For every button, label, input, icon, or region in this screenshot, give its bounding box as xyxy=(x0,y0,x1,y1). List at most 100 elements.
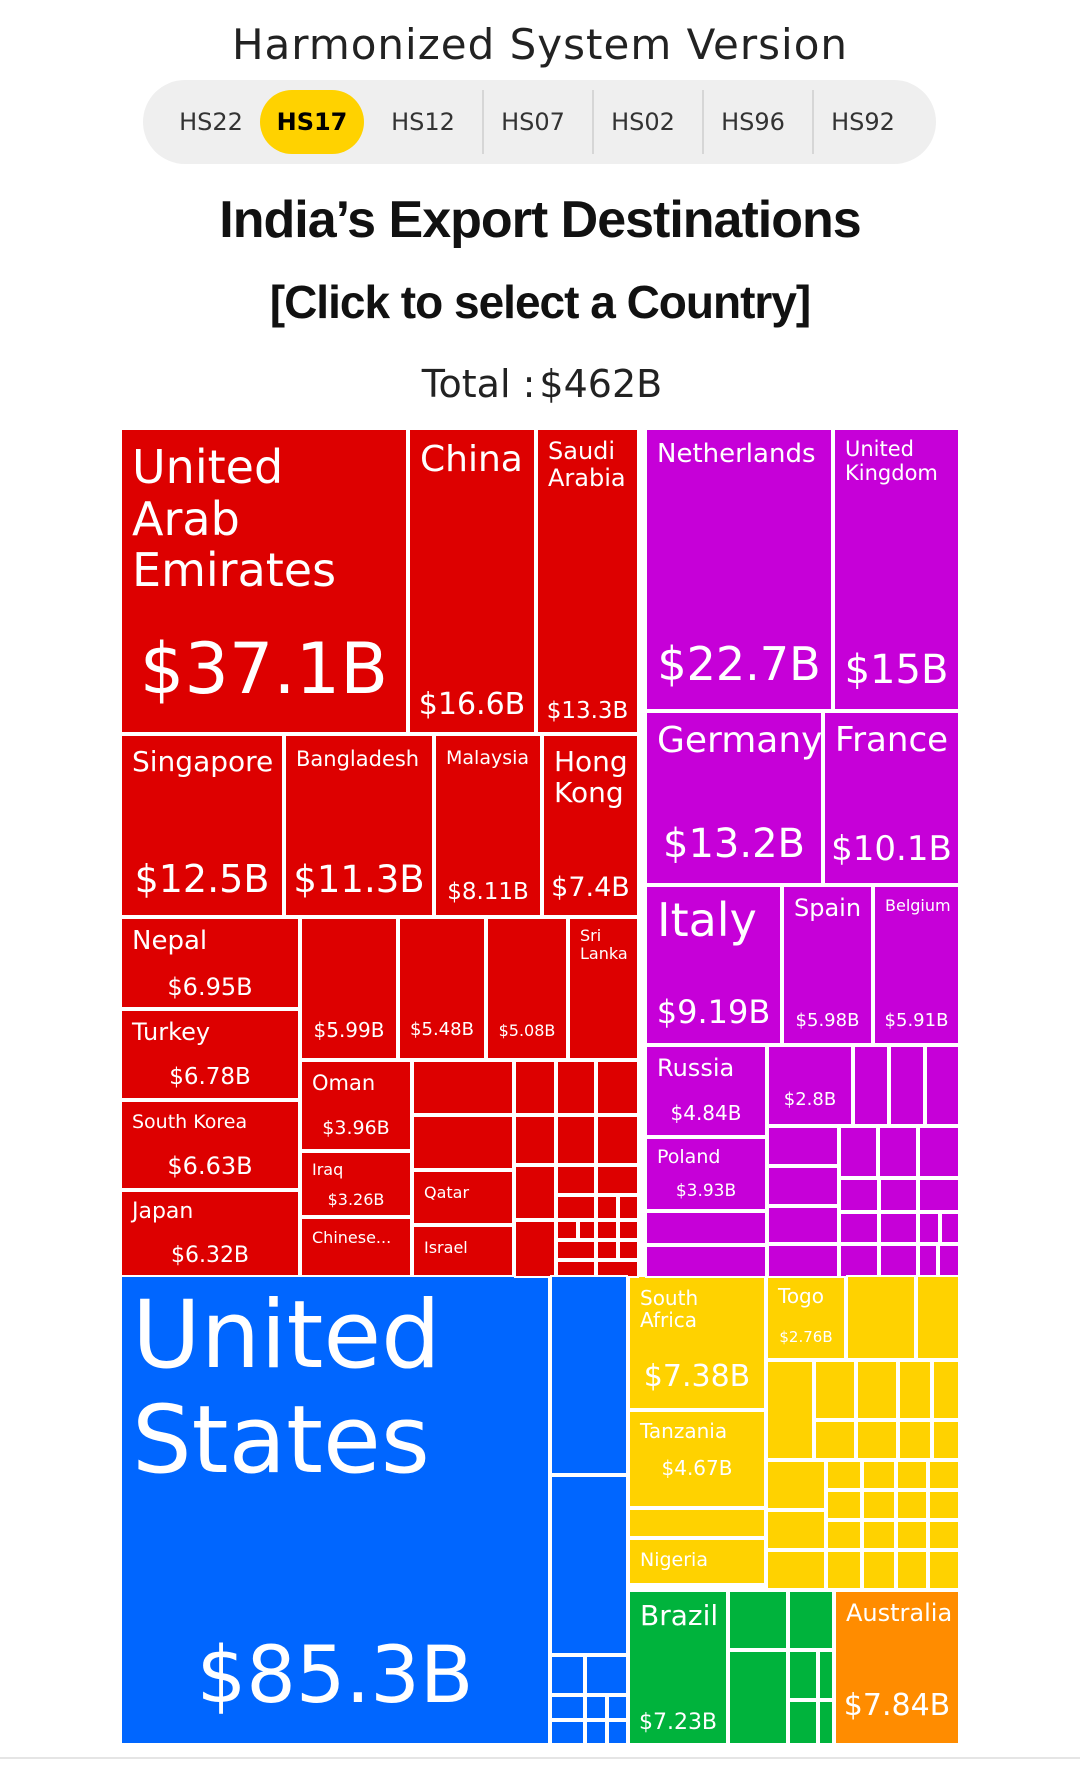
treemap-tile-small[interactable] xyxy=(618,1220,639,1240)
treemap-tile-small[interactable] xyxy=(788,1700,818,1745)
treemap-tile-small[interactable] xyxy=(856,1420,898,1460)
treemap-tile-small[interactable] xyxy=(514,1060,556,1115)
treemap-tile-small[interactable] xyxy=(826,1520,862,1550)
treemap-tile-small[interactable] xyxy=(514,1115,556,1165)
treemap-tile-sri-lanka[interactable]: Sri Lanka xyxy=(568,917,639,1060)
treemap-tile-small[interactable] xyxy=(767,1166,839,1206)
treemap-tile-south-africa[interactable]: South Africa $7.38B xyxy=(628,1275,766,1410)
treemap-tile-small[interactable] xyxy=(928,1490,960,1520)
treemap-tile-small[interactable] xyxy=(645,1211,767,1245)
treemap-tile-small[interactable] xyxy=(839,1244,879,1278)
treemap-tile-australia[interactable]: Australia $7.84B xyxy=(834,1590,960,1745)
treemap-tile-small[interactable] xyxy=(645,1245,767,1278)
treemap-tile-poland[interactable]: Poland $3.93B xyxy=(645,1137,767,1211)
treemap-tile-small[interactable] xyxy=(896,1460,928,1490)
treemap-tile-small[interactable] xyxy=(938,1244,960,1278)
treemap-tile-small[interactable] xyxy=(556,1060,596,1115)
treemap-tile-chinese[interactable]: Chinese... xyxy=(300,1217,412,1278)
treemap-tile-small[interactable] xyxy=(788,1650,818,1700)
treemap-tile-small[interactable] xyxy=(550,1655,585,1695)
treemap-tile-tile-5-48b[interactable]: $5.48B xyxy=(398,917,486,1060)
treemap-tile-small[interactable] xyxy=(766,1460,826,1510)
treemap-tile-united-kingdom[interactable]: United Kingdom $15B xyxy=(833,428,960,711)
treemap-tile-small[interactable] xyxy=(514,1220,556,1278)
treemap-tile-small[interactable] xyxy=(839,1212,879,1244)
treemap-tile-oman[interactable]: Oman $3.96B xyxy=(300,1060,412,1151)
treemap-tile-small[interactable] xyxy=(556,1220,578,1240)
treemap-tile-small[interactable] xyxy=(918,1126,960,1178)
treemap-tile-small[interactable] xyxy=(826,1460,862,1490)
treemap-tile-small[interactable] xyxy=(766,1360,814,1460)
treemap-tile-russia[interactable]: Russia $4.84B xyxy=(645,1045,767,1137)
treemap-tile-spain[interactable]: Spain $5.98B xyxy=(782,885,873,1045)
treemap-tile-small[interactable] xyxy=(596,1060,639,1115)
treemap-tile-small[interactable] xyxy=(862,1490,896,1520)
treemap-tile-small[interactable] xyxy=(766,1510,826,1550)
treemap-tile-small[interactable] xyxy=(879,1244,918,1278)
treemap-tile-small[interactable] xyxy=(596,1240,618,1260)
treemap-tile-small[interactable] xyxy=(928,1550,960,1590)
treemap-tile-small[interactable] xyxy=(556,1115,596,1165)
treemap-tile-small[interactable] xyxy=(578,1220,596,1240)
treemap-tile-malaysia[interactable]: Malaysia $8.11B xyxy=(434,734,542,917)
treemap-tile-iraq[interactable]: Iraq $3.26B xyxy=(300,1151,412,1217)
treemap-tile-small[interactable] xyxy=(607,1695,628,1720)
treemap-tile-small[interactable] xyxy=(826,1550,862,1590)
treemap-tile-small[interactable] xyxy=(918,1212,940,1244)
treemap-tile-small[interactable] xyxy=(585,1720,607,1745)
treemap-tile-japan[interactable]: Japan $6.32B xyxy=(120,1190,300,1278)
tab-hs07[interactable]: HS07 xyxy=(501,108,565,136)
treemap-tile-small[interactable] xyxy=(896,1490,928,1520)
treemap-tile-small[interactable] xyxy=(818,1650,834,1700)
treemap-tile-small[interactable] xyxy=(898,1360,932,1420)
treemap-tile-small[interactable] xyxy=(878,1126,918,1178)
treemap-tile-small[interactable] xyxy=(918,1178,960,1212)
treemap-tile-small[interactable] xyxy=(814,1360,856,1420)
treemap-tile-small[interactable] xyxy=(879,1178,918,1212)
treemap-tile-small[interactable] xyxy=(846,1275,916,1360)
treemap-tile-small[interactable] xyxy=(585,1695,607,1720)
treemap-tile-small[interactable] xyxy=(928,1460,960,1490)
treemap-tile-small[interactable] xyxy=(862,1520,896,1550)
treemap-tile-small[interactable] xyxy=(618,1240,639,1260)
treemap-tile-small[interactable] xyxy=(585,1655,628,1695)
treemap-tile-small[interactable] xyxy=(826,1490,862,1520)
treemap-tile-small[interactable] xyxy=(550,1275,628,1475)
treemap-tile-small[interactable] xyxy=(889,1045,925,1126)
treemap-tile-small[interactable] xyxy=(928,1520,960,1550)
treemap-tile-small[interactable] xyxy=(856,1360,898,1420)
treemap-tile-small[interactable] xyxy=(607,1720,628,1745)
treemap-tile-small[interactable] xyxy=(550,1475,628,1655)
treemap-tile-tanzania[interactable]: Tanzania $4.67B xyxy=(628,1410,766,1508)
treemap-tile-small[interactable] xyxy=(412,1060,514,1115)
treemap-tile-small[interactable] xyxy=(728,1590,788,1650)
treemap-tile-small[interactable] xyxy=(412,1115,514,1170)
treemap-tile-small[interactable] xyxy=(862,1460,896,1490)
treemap-tile-small[interactable] xyxy=(556,1195,596,1220)
treemap-tile-singapore[interactable]: Singapore $12.5B xyxy=(120,734,284,917)
tab-hs92[interactable]: HS92 xyxy=(831,108,895,136)
treemap-tile-small[interactable] xyxy=(932,1420,960,1460)
treemap-tile-small[interactable] xyxy=(766,1550,826,1590)
treemap-tile-small[interactable] xyxy=(556,1240,596,1260)
treemap-tile-small[interactable] xyxy=(556,1165,596,1195)
treemap-tile-small[interactable] xyxy=(853,1045,889,1126)
treemap-tile-tile-2-8b[interactable]: $2.8B xyxy=(767,1045,853,1126)
treemap-tile-small[interactable] xyxy=(550,1695,585,1720)
treemap-tile-small[interactable] xyxy=(818,1700,834,1745)
treemap-tile-small[interactable] xyxy=(898,1420,932,1460)
treemap-tile-small[interactable] xyxy=(932,1360,960,1420)
treemap-tile-france[interactable]: France $10.1B xyxy=(823,711,960,885)
tab-hs17[interactable]: HS17 xyxy=(260,90,364,154)
treemap-tile-small[interactable] xyxy=(728,1650,788,1745)
treemap-tile-tile-5-99b[interactable]: $5.99B xyxy=(300,917,398,1060)
treemap-tile-small[interactable] xyxy=(550,1720,585,1745)
treemap-tile-small[interactable] xyxy=(896,1550,928,1590)
treemap-tile-turkey[interactable]: Turkey $6.78B xyxy=(120,1009,300,1100)
treemap-tile-saudi-arabia[interactable]: Saudi Arabia $13.3B xyxy=(536,428,639,734)
treemap-tile-small[interactable] xyxy=(896,1520,928,1550)
treemap-tile-small[interactable] xyxy=(879,1212,918,1244)
treemap-tile-small[interactable] xyxy=(596,1220,618,1240)
treemap-tile-belgium[interactable]: Belgium $5.91B xyxy=(873,885,960,1045)
treemap-tile-netherlands[interactable]: Netherlands $22.7B xyxy=(645,428,833,711)
